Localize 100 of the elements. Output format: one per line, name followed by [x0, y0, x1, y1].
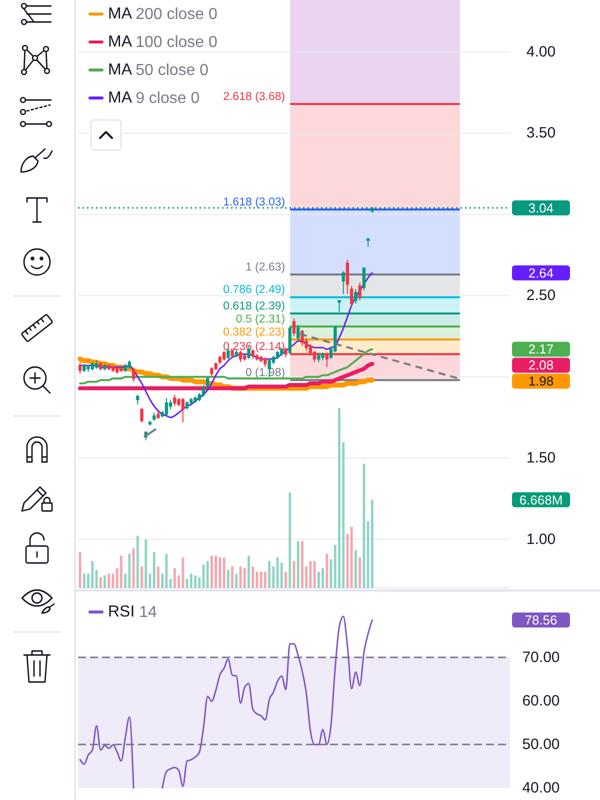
bar: [362, 464, 366, 588]
bar: [317, 572, 320, 588]
y-tick-label: 4.00: [526, 43, 556, 60]
bar: [235, 574, 238, 588]
text: 2.08: [528, 358, 554, 373]
candlestick: [185, 400, 189, 410]
ref-line-label: 0.382 (2.23): [223, 326, 286, 338]
candlestick: [120, 366, 123, 372]
candlestick: [206, 376, 210, 389]
ref-line-label: 3.04: [528, 200, 554, 216]
bar: [198, 577, 201, 588]
candlestick: [82, 363, 86, 372]
bar: [338, 408, 340, 588]
legend-label: MA 9 close 0: [108, 90, 200, 106]
candlestick: [218, 355, 222, 364]
bar: [108, 574, 110, 588]
bar: [322, 568, 324, 588]
bar: [214, 556, 218, 588]
bar: [252, 566, 254, 588]
y-tick-label: 60.00: [522, 692, 560, 710]
y-tick-label: 40.00: [522, 780, 560, 796]
bar: [222, 557, 226, 588]
candlestick: [148, 420, 152, 426]
candlestick: [288, 326, 292, 355]
y-tick-label: 1.50: [526, 450, 556, 467]
text: 2.64: [528, 265, 554, 280]
bar: [78, 552, 82, 588]
ref-line-label: 0.236 (2.14): [223, 341, 286, 354]
candlestick: [321, 352, 324, 362]
bar: [194, 575, 196, 588]
candlestick: [292, 318, 296, 337]
ref-line-label: 1.618 (3.03): [223, 196, 286, 209]
y-tick-label: 2.50: [526, 287, 556, 304]
bar: [140, 566, 143, 588]
bar: [226, 570, 230, 588]
candlestick: [115, 366, 119, 374]
candlestick: [164, 397, 168, 416]
candlestick: [234, 348, 238, 358]
bar: [370, 500, 374, 588]
candlestick: [136, 394, 140, 405]
y-tick-label: 1.00: [526, 530, 556, 548]
candlestick: [90, 362, 94, 371]
candlestick: [259, 355, 263, 363]
candlestick: [140, 407, 144, 423]
bar: [182, 557, 184, 588]
ref-line-label: 1 (2.63): [245, 262, 286, 274]
ref-line-label: 0.618 (2.39): [223, 300, 286, 312]
bar: [354, 550, 357, 588]
bar: [120, 556, 122, 588]
bar: [284, 572, 287, 588]
candlestick: [152, 412, 156, 422]
bar: [231, 566, 234, 588]
bar: [301, 541, 304, 588]
candlestick: [107, 363, 110, 371]
candlestick: [284, 347, 288, 358]
candlestick: [124, 363, 127, 372]
candlestick: [354, 288, 358, 304]
candlestick: [342, 270, 345, 294]
bar: [268, 561, 271, 588]
text: 78.56: [524, 612, 558, 628]
candlestick: [243, 354, 246, 362]
ref-line-label: 0.786 (2.49): [223, 284, 286, 296]
bar: [190, 574, 192, 588]
bar: [248, 556, 250, 588]
text: 2.17: [528, 342, 554, 357]
candlestick: [86, 364, 90, 372]
candlestick: [128, 360, 132, 370]
bar: [296, 541, 300, 588]
candlestick: [350, 285, 354, 308]
candlestick: [366, 238, 370, 248]
y-tick-label: 70.00: [522, 648, 560, 666]
bar: [280, 562, 283, 588]
legend-label: RSI 14: [108, 604, 158, 620]
bar: [99, 577, 102, 588]
legend-label: MA 200 close 0: [108, 6, 218, 22]
candlestick: [238, 350, 242, 363]
bar: [313, 561, 316, 588]
candlestick: [346, 259, 350, 294]
candlestick: [78, 362, 82, 374]
candlestick: [194, 396, 197, 404]
candlestick: [358, 282, 362, 301]
legend-label: MA 50 close 0: [108, 62, 209, 78]
bar: [144, 539, 148, 588]
bar: [173, 568, 176, 588]
ref-line-label: 2.618 (3.68): [223, 90, 286, 103]
candlestick: [103, 363, 106, 371]
bar: [82, 574, 86, 588]
bar: [152, 552, 156, 588]
bar: [157, 566, 160, 588]
y-tick-label: 50.00: [522, 736, 560, 753]
candlestick: [94, 360, 98, 370]
bar: [206, 561, 209, 588]
text: 1.98: [528, 374, 554, 389]
bar: [243, 568, 246, 588]
candlestick: [202, 384, 206, 397]
bar: [288, 492, 292, 588]
legend-label: MA 100 close 0: [108, 34, 218, 50]
candlestick: [181, 397, 185, 423]
candlestick: [296, 324, 300, 342]
bar: [326, 554, 328, 588]
